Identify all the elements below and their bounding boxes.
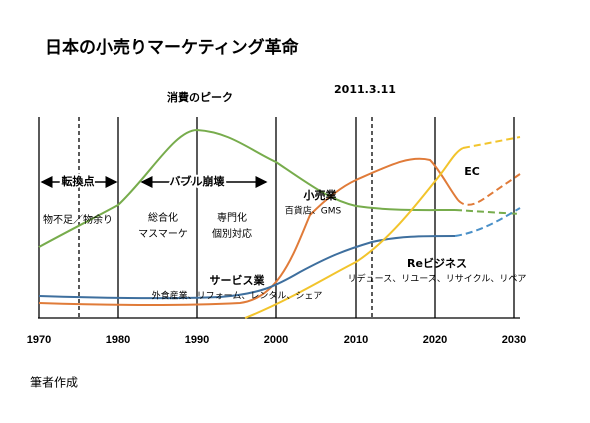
label: 小売業 [303, 188, 338, 202]
annotation: バブル崩壊 [170, 174, 226, 188]
annotation: 転換点 [62, 174, 95, 188]
annotation: 総合化 [148, 211, 178, 224]
annotation: 専門化 [217, 211, 247, 224]
annotation: 2011.3.11 [334, 83, 396, 96]
annotation: 消費のピーク [167, 90, 233, 104]
year: 2020 [423, 334, 447, 346]
label: EC [464, 165, 480, 178]
grid [38, 117, 520, 319]
curves [38, 128, 521, 319]
year: 2030 [502, 334, 526, 346]
label: Reビジネス [407, 256, 467, 270]
year-labels: 1970 1980 1990 2000 2010 2020 2030 [27, 334, 526, 346]
label: サービス業 [210, 273, 266, 287]
annotation: 個別対応 [212, 227, 252, 240]
year: 1980 [106, 334, 130, 346]
year: 2000 [264, 334, 288, 346]
year: 1970 [27, 334, 51, 346]
source: 筆者作成 [30, 376, 78, 390]
label: 外食産業、リフォーム、レンタル、シェア [152, 290, 323, 302]
title: 日本の小売りマーケティング革命 [45, 37, 300, 58]
label: 百貨店、GMS [285, 205, 342, 217]
year: 2010 [344, 334, 368, 346]
year: 1990 [185, 334, 209, 346]
label: リデュース、リユース、リサイクル、リペア [348, 273, 527, 285]
annotation: 物不足／物余り [43, 213, 113, 226]
annotation: マスマーケ [138, 228, 188, 240]
